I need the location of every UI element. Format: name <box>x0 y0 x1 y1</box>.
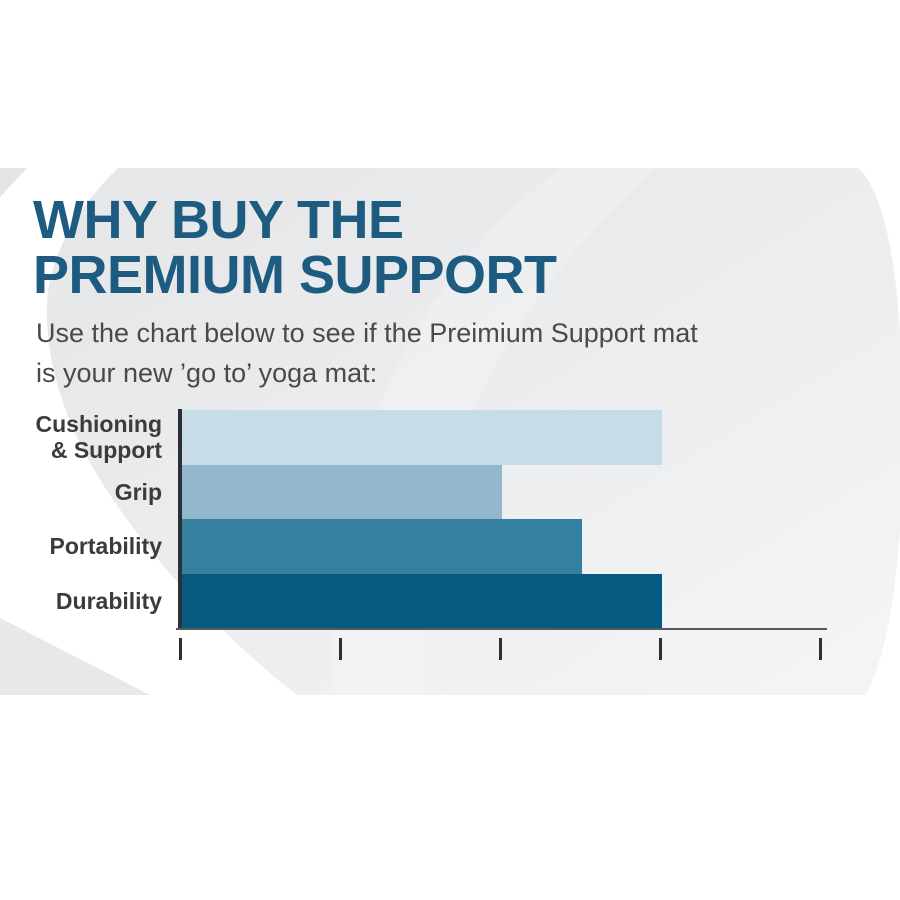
category-label-durability: Durability <box>55 587 162 614</box>
category-label-grip: Grip <box>114 478 162 505</box>
bottom-left-swoosh-wedge <box>0 618 150 695</box>
chart-row-portability: Portability <box>50 519 822 574</box>
bar-portability <box>182 519 582 574</box>
x-tick-3 <box>658 638 662 660</box>
chart-row-durability: Durability <box>56 573 822 628</box>
category-label-cushioning-support: Cushioning & Support <box>35 411 162 464</box>
page-subtitle-line2: is your new ’go to’ yoga mat: <box>36 358 378 388</box>
page-title-line2: PREMIUM SUPPORT <box>33 245 557 305</box>
bar-grip <box>182 464 502 519</box>
x-tick-1 <box>338 638 342 660</box>
page-title: WHY BUY THE PREMIUM SUPPORT <box>33 193 557 303</box>
chart-rows: Cushioning & Support Grip Portability Durabi… <box>36 410 822 628</box>
x-axis-line <box>176 628 827 630</box>
top-left-swoosh-wedge <box>0 168 27 197</box>
bar-durability <box>182 573 662 628</box>
chart-row-cushioning-support: Cushioning & Support <box>36 410 822 465</box>
x-tick-0 <box>178 638 182 660</box>
page-subtitle-line1: Use the chart below to see if the Preimi… <box>36 318 698 348</box>
page-subtitle: Use the chart below to see if the Preimi… <box>36 313 698 393</box>
x-tick-2 <box>498 638 502 660</box>
page-title-line1: WHY BUY THE <box>33 190 404 250</box>
x-tick-4 <box>818 638 822 660</box>
bar-chart: Cushioning & Support Grip Portability Durabi… <box>36 409 827 660</box>
bar-cushioning-support <box>182 410 662 465</box>
y-axis-line <box>178 409 182 630</box>
category-label-portability: Portability <box>49 533 162 560</box>
chart-row-grip: Grip <box>115 464 822 519</box>
